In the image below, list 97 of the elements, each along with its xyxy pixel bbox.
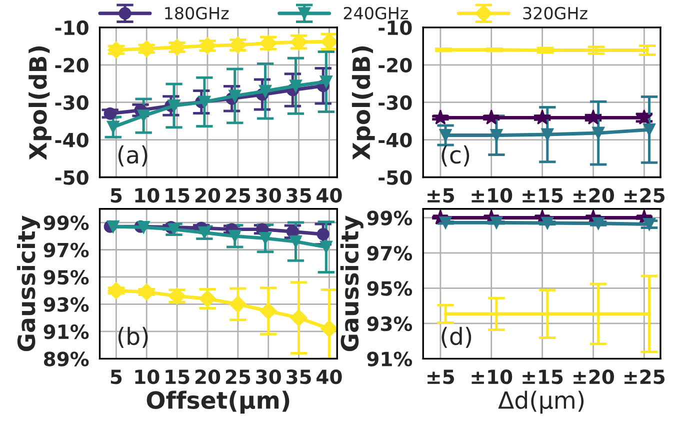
point [104, 107, 116, 120]
y-tick-label: -10 [378, 20, 412, 36]
point [228, 90, 242, 102]
x-tick-label: 5 [110, 188, 122, 203]
point [229, 296, 246, 313]
point [483, 109, 500, 125]
point [168, 99, 180, 112]
x-tick-label: ±20 [574, 369, 614, 384]
x-tick-label: 20 [195, 369, 220, 384]
y-tick-label: 95% [367, 281, 412, 296]
point [168, 223, 180, 236]
legend-label: 320GHz [523, 6, 588, 20]
annotation: (d) [442, 326, 472, 348]
y-tick-label: 97% [44, 242, 89, 258]
point [320, 320, 338, 338]
x-tick-label: 30 [256, 188, 281, 203]
y-tick-label: 91% [367, 352, 412, 366]
y-tick-label: 99% [367, 210, 412, 226]
annotation: (a) [118, 145, 148, 166]
y-tick-label: -20 [378, 58, 412, 73]
y-tick-label: -40 [55, 132, 88, 148]
point [320, 75, 332, 88]
y-tick-label: 93% [367, 316, 412, 332]
y-tick-label: 93% [44, 297, 89, 312]
point [592, 126, 605, 140]
x-tick-label: ±10 [472, 188, 512, 203]
x-tick-label: 40 [316, 369, 342, 384]
point [106, 220, 120, 233]
x-axis-title: Offset(μm) [146, 390, 290, 414]
x-tick-label: ±25 [624, 188, 664, 203]
x-tick-label: 30 [256, 369, 281, 384]
y-tick-label: -20 [55, 58, 88, 73]
y-tick-label: -30 [55, 95, 88, 110]
point [289, 80, 302, 92]
x-tick-label: 20 [195, 188, 220, 203]
y-tick-label: -50 [55, 170, 88, 185]
point [138, 40, 156, 58]
x-tick-label: 5 [110, 370, 122, 384]
point [137, 221, 150, 234]
point [320, 240, 332, 254]
y-tick-label: 95% [44, 270, 89, 285]
point [108, 282, 125, 300]
x-tick-label: 25 [226, 369, 250, 384]
point [198, 226, 211, 239]
point [439, 129, 452, 142]
point [534, 109, 550, 125]
point [490, 129, 503, 142]
y-axis-title: Gaussicity [340, 216, 364, 352]
x-tick-label: ±25 [624, 369, 664, 384]
y-tick-label: 89% [44, 352, 89, 366]
x-tick-label: ±5 [428, 188, 454, 203]
y-axis-title: Xpol(dB) [352, 46, 375, 160]
point [636, 109, 652, 125]
y-tick-label: 91% [44, 324, 89, 340]
y-tick-label: -30 [378, 95, 412, 110]
point [286, 225, 299, 238]
point [228, 230, 242, 242]
point [316, 228, 330, 240]
point [290, 309, 308, 326]
point [643, 123, 656, 136]
x-tick-label: 15 [166, 370, 190, 384]
point [198, 96, 211, 108]
x-tick-label: ±15 [522, 370, 563, 384]
point [138, 283, 156, 301]
point [137, 110, 150, 122]
x-tick-label: 35 [286, 369, 311, 384]
annotation: (b) [118, 326, 148, 348]
point [259, 84, 272, 98]
x-tick-label: ±5 [428, 370, 454, 384]
legend-label: 240GHz [344, 6, 408, 20]
y-axis-title: Xpol(dB) [28, 46, 52, 160]
x-tick-label: 40 [316, 188, 342, 203]
y-axis-title: Gaussicity [16, 216, 40, 352]
point [541, 128, 554, 141]
y-tick-label: 97% [367, 246, 412, 261]
x-tick-label: ±15 [522, 188, 563, 203]
y-tick-label: -10 [55, 20, 88, 36]
legend-label: 180GHz [165, 6, 229, 20]
x-tick-label: 35 [286, 188, 311, 203]
x-tick-label: 15 [166, 188, 190, 203]
x-tick-label: 25 [226, 188, 250, 203]
y-tick-label: 99% [44, 215, 89, 230]
point [432, 109, 448, 125]
x-tick-label: ±10 [472, 369, 512, 384]
point [260, 302, 277, 320]
x-axis-title: Δd(μm) [498, 390, 584, 414]
x-tick-label: ±20 [574, 188, 614, 203]
point [108, 41, 125, 58]
point [106, 120, 120, 134]
x-tick-label: 10 [135, 369, 160, 384]
annotation: (c) [442, 145, 470, 166]
y-tick-label: -40 [378, 132, 412, 148]
point [289, 235, 302, 248]
x-tick-label: 10 [135, 188, 160, 203]
point [259, 232, 272, 245]
y-tick-label: -50 [378, 170, 412, 185]
point [168, 38, 186, 56]
